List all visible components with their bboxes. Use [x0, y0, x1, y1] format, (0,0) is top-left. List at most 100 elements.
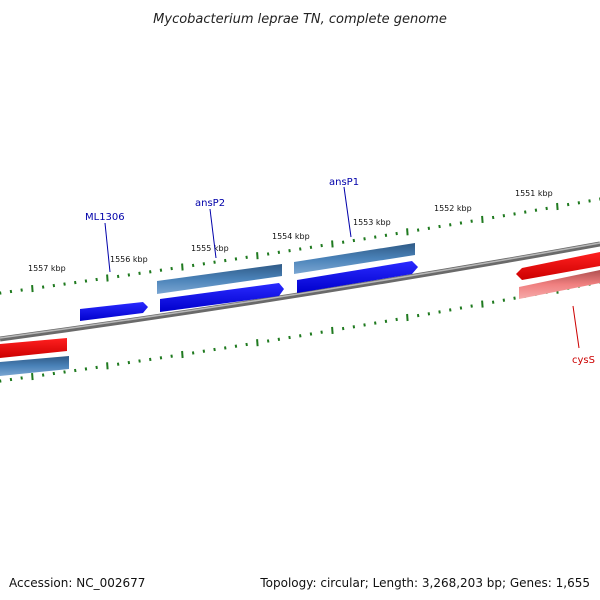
inner-minor-tick [213, 347, 216, 352]
outer-minor-tick [127, 273, 131, 277]
outer-minor-tick [341, 240, 345, 244]
outer-minor-tick [277, 250, 281, 254]
outer-minor-tick [491, 215, 495, 220]
inner-minor-tick [74, 368, 77, 373]
outer-major-tick [556, 202, 559, 211]
inner-minor-tick [374, 321, 377, 325]
inner-minor-tick [245, 342, 248, 347]
outer-minor-tick [63, 282, 66, 286]
tick-label-1553: 1553 kbp [353, 218, 391, 227]
inner-minor-tick [299, 334, 302, 338]
tick-label-1555: 1555 kbp [191, 244, 229, 253]
inner-tick-row [0, 280, 600, 383]
outer-major-tick [31, 285, 34, 293]
inner-minor-tick [309, 332, 313, 336]
inner-minor-tick [384, 319, 388, 323]
outer-minor-tick [438, 224, 441, 229]
inner-minor-tick [202, 349, 206, 353]
outer-minor-tick [320, 243, 323, 248]
accession-text: Accession: NC_002677 [9, 576, 146, 590]
outer-minor-tick [159, 268, 163, 272]
outer-minor-tick [116, 274, 120, 279]
outer-minor-tick [234, 257, 238, 261]
outer-minor-tick [416, 228, 420, 232]
outer-major-tick [181, 263, 184, 271]
inner-minor-tick [95, 365, 98, 370]
cds-ansP2[interactable] [157, 264, 282, 294]
gene-ansP1[interactable] [297, 261, 418, 293]
tick-label-1552: 1552 kbp [434, 204, 472, 213]
inner-minor-tick [84, 367, 88, 371]
cds-ansP1[interactable] [294, 243, 415, 274]
outer-minor-tick [52, 283, 56, 288]
outer-minor-tick [0, 291, 2, 295]
inner-minor-tick [438, 310, 441, 314]
tick-label-1551: 1551 kbp [515, 189, 553, 198]
inner-minor-tick [277, 337, 281, 341]
outer-minor-tick [588, 199, 591, 203]
inner-minor-tick [138, 359, 141, 363]
outer-minor-tick [245, 255, 248, 259]
gene-label-ansP2[interactable]: ansP2 [195, 198, 225, 209]
outer-minor-tick [20, 288, 23, 292]
leader-cysS [572, 305, 580, 349]
outer-tick-row [0, 197, 600, 295]
leader-ansP2 [209, 208, 217, 259]
gene-label-ansP1[interactable]: ansP1 [329, 177, 359, 188]
inner-major-tick [256, 339, 259, 347]
leader-ML1306 [104, 222, 111, 273]
gene-ML1306[interactable] [80, 302, 148, 321]
outer-minor-tick [449, 223, 452, 227]
inner-minor-tick [170, 354, 173, 358]
outer-major-tick [331, 240, 334, 248]
inner-major-tick [481, 300, 484, 308]
outer-major-tick [106, 274, 109, 282]
inner-minor-tick [41, 373, 45, 377]
outer-minor-tick [534, 208, 538, 212]
tick-label-1556: 1556 kbp [110, 255, 148, 264]
inner-minor-tick [52, 371, 56, 376]
genome-summary-text: Topology: circular; Length: 3,268,203 bp… [260, 576, 590, 590]
inner-major-tick [406, 313, 409, 322]
inner-minor-tick [0, 379, 2, 383]
inner-minor-tick [288, 335, 291, 340]
outer-minor-tick [95, 277, 98, 282]
outer-minor-tick [577, 201, 581, 205]
inner-minor-tick [416, 313, 420, 318]
gene-cysS[interactable] [516, 252, 600, 280]
inner-minor-tick [266, 339, 270, 343]
inner-minor-tick [341, 326, 345, 331]
inner-minor-tick [234, 344, 238, 348]
inner-minor-tick [352, 325, 356, 329]
outer-minor-tick [427, 226, 431, 230]
outer-minor-tick [9, 289, 13, 294]
outer-minor-tick [566, 202, 570, 207]
leader-ansP1 [343, 186, 352, 238]
outer-minor-tick [202, 262, 206, 266]
inner-minor-tick [320, 330, 323, 334]
cds-left-edge[interactable] [0, 356, 69, 376]
inner-minor-tick [149, 357, 152, 362]
cds-cysS[interactable] [519, 270, 600, 299]
inner-minor-tick [459, 306, 463, 310]
outer-minor-tick [288, 249, 291, 253]
outer-minor-tick [459, 221, 463, 225]
inner-major-tick [331, 326, 334, 334]
map-title: Mycobacterium leprae TN, complete genome [153, 12, 447, 27]
outer-minor-tick [363, 237, 366, 241]
outer-minor-tick [138, 271, 141, 275]
gene-label-ML1306[interactable]: ML1306 [85, 212, 125, 223]
outer-minor-tick [545, 206, 548, 211]
inner-major-tick [106, 362, 109, 370]
gene-ansP2[interactable] [160, 283, 284, 312]
inner-minor-tick [20, 376, 23, 380]
outer-minor-tick [299, 247, 302, 251]
inner-major-tick [31, 373, 34, 381]
gene-label-cysS[interactable]: cysS [572, 355, 595, 366]
outer-major-tick [256, 252, 259, 260]
outer-minor-tick [74, 280, 77, 285]
inner-major-tick [181, 350, 184, 359]
gene-left-edge-red[interactable] [0, 338, 67, 358]
inner-minor-tick [449, 308, 452, 312]
